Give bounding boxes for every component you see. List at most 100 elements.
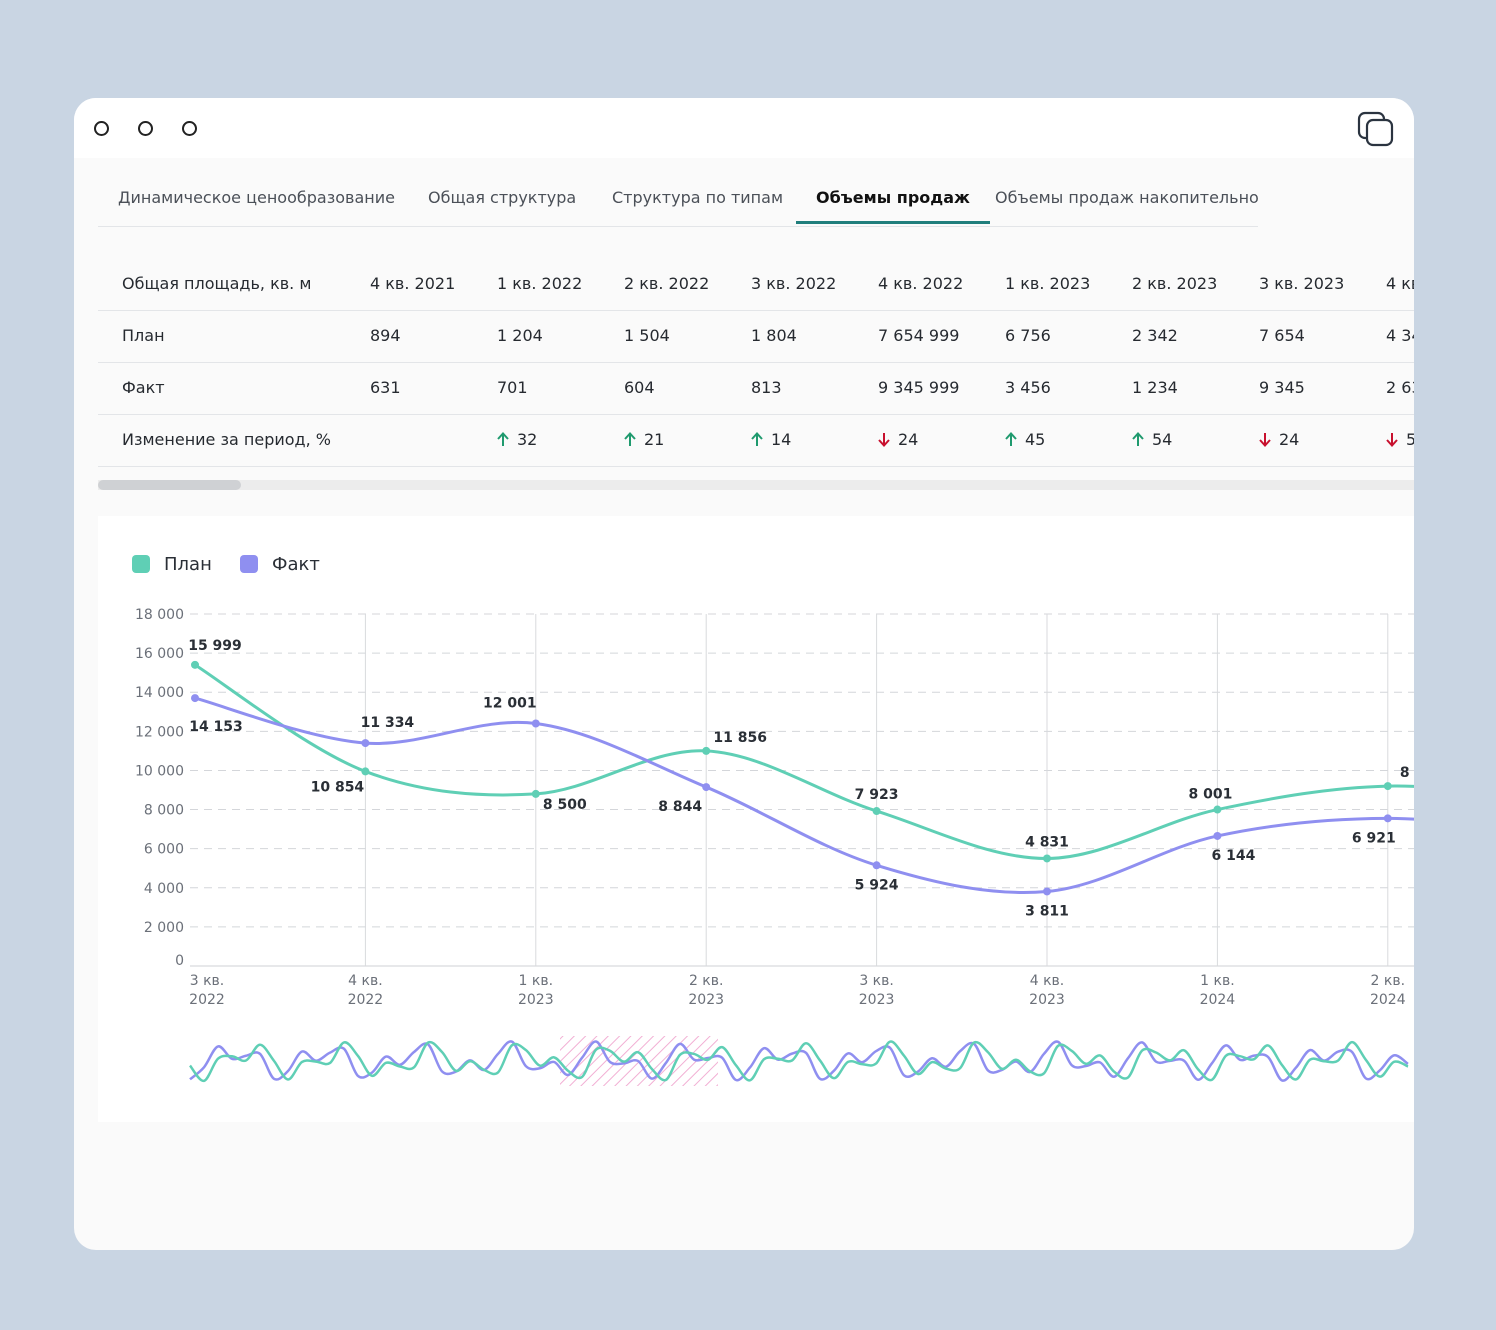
data-point-plan [531, 789, 540, 798]
x-tick-label: 1 кв. [1200, 973, 1235, 989]
change-cell: 5 [1386, 430, 1414, 449]
window-control-dot[interactable] [138, 121, 153, 136]
window-control-dot[interactable] [94, 121, 109, 136]
data-label-fact: 14 153 [189, 719, 243, 735]
data-point-fact [1213, 831, 1222, 840]
legend-swatch [132, 555, 150, 573]
tab-label: Структура по типам [612, 188, 784, 207]
column-header: 4 кв. 2022 [878, 274, 964, 293]
window-control-dot[interactable] [182, 121, 197, 136]
x-tick-label: 2024 [1200, 992, 1236, 1008]
change-cell: 54 [1132, 430, 1172, 449]
legend-item-fact[interactable]: Факт [240, 554, 320, 575]
table-cell: 1 804 [751, 326, 797, 345]
table-header-label: Общая площадь, кв. м [122, 274, 312, 293]
x-tick-label: 2023 [518, 992, 554, 1008]
table-cell: 813 [751, 378, 782, 397]
y-tick-label: 8 000 [144, 803, 184, 819]
data-point-plan [1213, 805, 1222, 814]
y-tick-label: 16 000 [135, 646, 184, 662]
change-value: 21 [644, 430, 665, 449]
data-label-plan: 10 854 [311, 779, 365, 795]
tab-general-structure[interactable]: Общая структура [408, 188, 596, 224]
table-cell: 6 756 [1005, 326, 1051, 345]
data-label-fact: 8 844 [658, 799, 702, 815]
change-cell: 14 [751, 430, 791, 449]
y-tick-label: 0 [175, 953, 184, 969]
legend-swatch [240, 555, 258, 573]
arrow-down-icon [878, 433, 890, 447]
legend-item-plan[interactable]: План [132, 554, 212, 575]
row-label: План [122, 326, 165, 345]
chart-panel: 0 2 000 4 000 6 000 8 000 10 000 12 000 14 000 1… [98, 516, 1414, 1122]
data-label-fact: 5 924 [855, 877, 899, 893]
y-tick-label: 12 000 [135, 724, 184, 740]
arrow-down-icon [1259, 433, 1271, 447]
y-tick-label: 2 000 [144, 920, 184, 936]
data-point-fact [531, 719, 540, 728]
y-tick-label: 4 000 [144, 881, 184, 897]
data-point-fact [1043, 887, 1051, 896]
table-horizontal-scrollbar[interactable] [98, 480, 1414, 490]
data-point-fact [702, 783, 711, 792]
change-value: 5 [1406, 430, 1414, 449]
column-header: 1 кв. 2023 [1005, 274, 1091, 293]
data-point-plan [872, 807, 881, 816]
line-chart: 0 2 000 4 000 6 000 8 000 10 000 12 000 14 000 1… [135, 607, 1414, 1086]
data-point-fact [361, 739, 370, 748]
tab-sales-volume-cumulative[interactable]: Объемы продаж накопительно [975, 188, 1279, 224]
table-cell: 4 345 [1386, 326, 1414, 345]
data-point-plan [702, 746, 711, 755]
data-label-plan: 8 500 [543, 797, 587, 813]
tab-sales-volume[interactable]: Объемы продаж [796, 188, 990, 224]
change-cell: 21 [624, 430, 664, 449]
navigator-line-plan [189, 1040, 1409, 1083]
change-cell: 24 [1259, 430, 1299, 449]
scrollbar-thumb[interactable] [98, 480, 241, 490]
data-point-plan [1383, 782, 1392, 791]
x-tick-label: 3 кв. [190, 973, 225, 989]
change-value: 14 [771, 430, 792, 449]
tab-label: Динамическое ценообразование [118, 188, 395, 207]
y-tick-label: 14 000 [135, 685, 184, 701]
x-tick-label: 2023 [688, 992, 724, 1008]
table-cell: 701 [497, 378, 528, 397]
arrow-up-icon [751, 432, 763, 446]
data-label-fact: 6 921 [1352, 830, 1396, 846]
table-cell: 7 654 999 [878, 326, 960, 345]
tab-structure-by-type[interactable]: Структура по типам [592, 188, 803, 224]
column-header: 3 кв. 2023 [1259, 274, 1345, 293]
data-label-plan: 8 001 [1188, 787, 1232, 803]
data-point-fact [872, 861, 881, 870]
column-header: 1 кв. 2022 [497, 274, 583, 293]
legend-label: Факт [272, 554, 320, 575]
column-header: 3 кв. 2022 [751, 274, 837, 293]
table-cell: 604 [624, 378, 655, 397]
tab-dynamic-pricing[interactable]: Динамическое ценообразование [98, 188, 415, 224]
table-cell: 631 [370, 378, 401, 397]
column-header: 2 кв. 2022 [624, 274, 710, 293]
change-value: 24 [1279, 430, 1300, 449]
table-cell: 1 504 [624, 326, 670, 345]
table-cell: 9 345 999 [878, 378, 960, 397]
x-tick-label: 2022 [189, 992, 225, 1008]
change-value: 54 [1152, 430, 1173, 449]
app-window: Динамическое ценообразование Общая струк… [74, 98, 1414, 1250]
restore-windows-icon[interactable] [1356, 110, 1396, 150]
change-value: 32 [517, 430, 538, 449]
table-cell: 7 654 [1259, 326, 1305, 345]
table-cell: 3 456 [1005, 378, 1051, 397]
data-label-plan: 15 999 [188, 638, 242, 654]
row-label: Изменение за период, % [122, 430, 331, 449]
data-point-plan [361, 767, 370, 776]
x-tick-label: 4 кв. [348, 973, 383, 989]
change-cell: 45 [1005, 430, 1045, 449]
data-label-plan: 4 831 [1025, 834, 1069, 850]
column-header: 4 кв. 2023 [1386, 274, 1414, 293]
arrow-up-icon [1005, 432, 1017, 446]
table-cell: 894 [370, 326, 401, 345]
x-tick-label: 2022 [348, 992, 384, 1008]
table-row-change: Изменение за период, % 32 21 14 24 45 54… [98, 414, 1414, 467]
table-row-plan: План 894 1 204 1 504 1 804 7 654 999 6 7… [98, 310, 1414, 363]
x-tick-label: 2024 [1370, 992, 1406, 1008]
